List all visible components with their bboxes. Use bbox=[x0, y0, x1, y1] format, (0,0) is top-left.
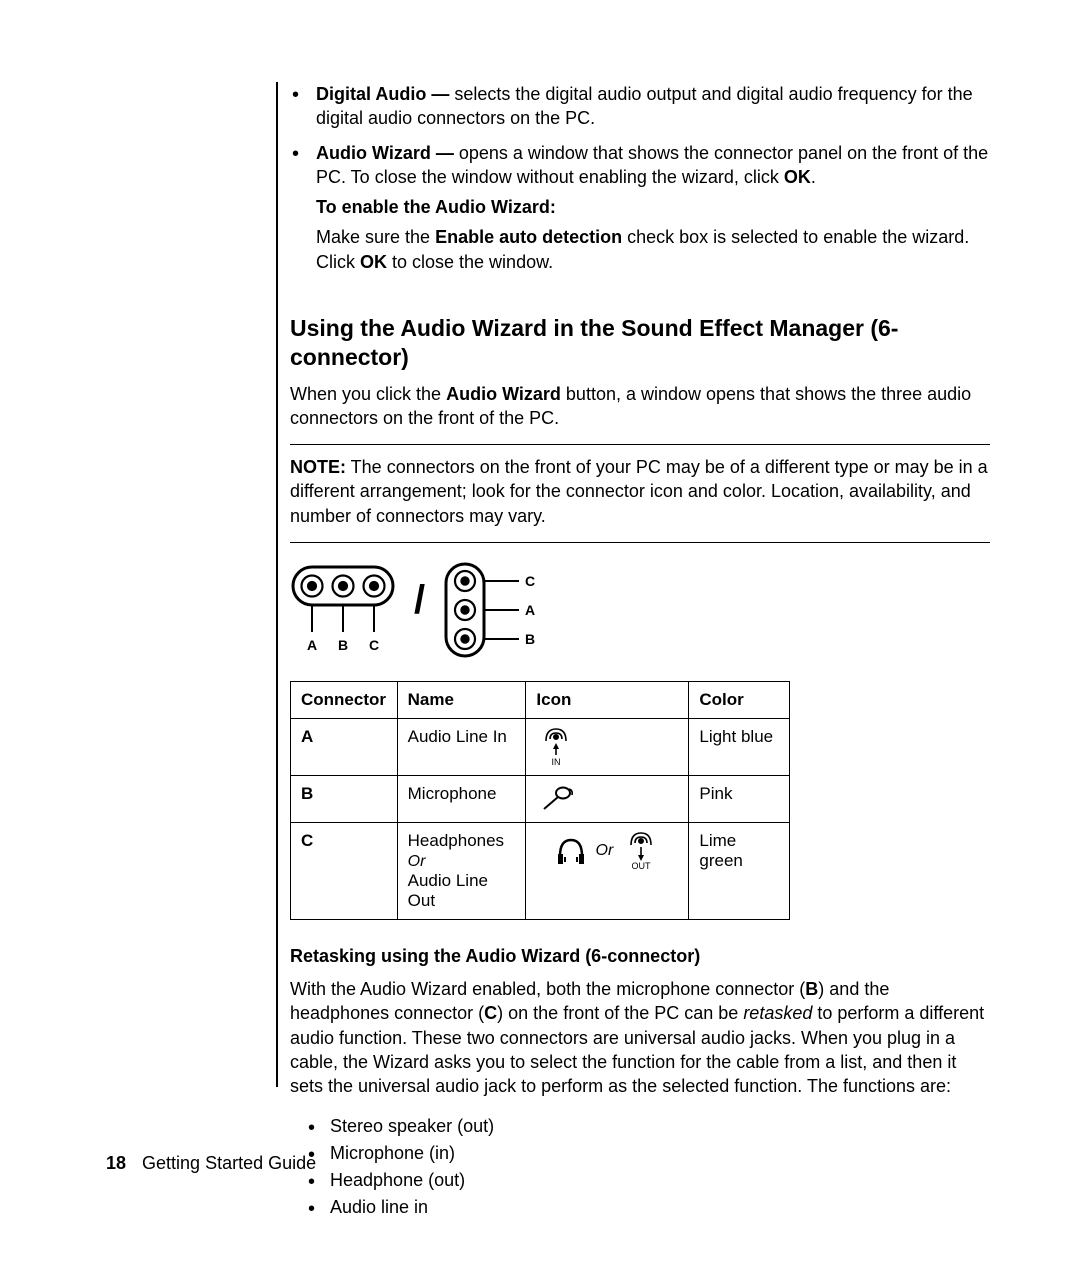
table-header-row: Connector Name Icon Color bbox=[291, 682, 790, 719]
label-c: C bbox=[484, 1003, 497, 1023]
cell-color: Pink bbox=[689, 776, 790, 823]
enable-text: Make sure the Enable auto detection chec… bbox=[316, 225, 990, 274]
cell-icon: IN bbox=[526, 719, 689, 776]
horizontal-rule bbox=[290, 542, 990, 543]
label-b: B bbox=[525, 631, 535, 647]
list-item: Microphone (in) bbox=[330, 1140, 990, 1167]
horizontal-connector-panel-icon: A B C bbox=[290, 564, 396, 656]
note-text: The connectors on the front of your PC m… bbox=[290, 457, 988, 526]
section-heading: Using the Audio Wizard in the Sound Effe… bbox=[290, 314, 990, 372]
list-item: Headphone (out) bbox=[330, 1167, 990, 1194]
th-connector: Connector bbox=[291, 682, 398, 719]
headphones-icon bbox=[554, 834, 588, 868]
text: Make sure the bbox=[316, 227, 435, 247]
or-text: Or bbox=[596, 842, 614, 860]
bold-text: Audio Wizard bbox=[446, 384, 561, 404]
cell-connector: B bbox=[291, 776, 398, 823]
cell-icon bbox=[526, 776, 689, 823]
cell-name: Headphones Or Audio Line Out bbox=[397, 823, 526, 920]
page-footer: 18 Getting Started Guide bbox=[106, 1153, 316, 1174]
label-b: B bbox=[338, 637, 348, 653]
page-number: 18 bbox=[106, 1153, 126, 1173]
ok-text: OK bbox=[784, 167, 811, 187]
list-item: Digital Audio — selects the digital audi… bbox=[316, 82, 990, 131]
cell-connector: C bbox=[291, 823, 398, 920]
note-label: NOTE: bbox=[290, 457, 346, 477]
top-bullet-list: Digital Audio — selects the digital audi… bbox=[290, 82, 990, 274]
functions-list: Stereo speaker (out) Microphone (in) Hea… bbox=[290, 1113, 990, 1221]
label-c: C bbox=[369, 637, 379, 653]
page: Digital Audio — selects the digital audi… bbox=[0, 0, 1080, 1270]
bold-prefix: Digital Audio — bbox=[316, 84, 454, 104]
ok-text: OK bbox=[360, 252, 387, 272]
horizontal-rule bbox=[290, 444, 990, 445]
list-item: Audio Wizard — opens a window that shows… bbox=[316, 141, 990, 274]
enable-heading: To enable the Audio Wizard: bbox=[316, 195, 990, 219]
cell-name: Microphone bbox=[397, 776, 526, 823]
text: . bbox=[811, 167, 816, 187]
table-row: B Microphone Pink bbox=[291, 776, 790, 823]
label-a: A bbox=[307, 637, 317, 653]
cell-connector: A bbox=[291, 719, 398, 776]
th-name: Name bbox=[397, 682, 526, 719]
connector-diagram-row: A B C / C bbox=[290, 561, 990, 659]
cell-color: Light blue bbox=[689, 719, 790, 776]
cell-color: Lime green bbox=[689, 823, 790, 920]
margin-rule bbox=[276, 82, 278, 1087]
cell-icon: Or OUT bbox=[526, 823, 689, 920]
th-color: Color bbox=[689, 682, 790, 719]
connector-table: Connector Name Icon Color A Audio Line I… bbox=[290, 681, 790, 920]
bold-text: Enable auto detection bbox=[435, 227, 622, 247]
microphone-icon bbox=[536, 784, 576, 814]
label-c: C bbox=[525, 573, 535, 589]
line-out-icon: OUT bbox=[621, 831, 661, 871]
footer-title: Getting Started Guide bbox=[142, 1153, 316, 1173]
list-item: Stereo speaker (out) bbox=[330, 1113, 990, 1140]
retask-paragraph: With the Audio Wizard enabled, both the … bbox=[290, 977, 990, 1098]
label-a: A bbox=[525, 602, 535, 618]
content-column: Digital Audio — selects the digital audi… bbox=[290, 82, 990, 1221]
table-row: A Audio Line In IN Light blue bbox=[291, 719, 790, 776]
table-row: C Headphones Or Audio Line Out bbox=[291, 823, 790, 920]
text: With the Audio Wizard enabled, both the … bbox=[290, 979, 805, 999]
line-in-icon: IN bbox=[536, 727, 576, 767]
vertical-connector-panel-icon: C A B bbox=[443, 561, 549, 659]
th-icon: Icon bbox=[526, 682, 689, 719]
text: to close the window. bbox=[387, 252, 553, 272]
note-paragraph: NOTE: The connectors on the front of you… bbox=[290, 455, 990, 528]
slash-divider: / bbox=[414, 580, 425, 640]
text: When you click the bbox=[290, 384, 446, 404]
retask-heading: Retasking using the Audio Wizard (6-conn… bbox=[290, 946, 990, 967]
svg-text:IN: IN bbox=[552, 757, 561, 767]
italic-text: retasked bbox=[743, 1003, 812, 1023]
label-b: B bbox=[805, 979, 818, 999]
section-intro: When you click the Audio Wizard button, … bbox=[290, 382, 990, 431]
text: ) on the front of the PC can be bbox=[497, 1003, 743, 1023]
list-item: Audio line in bbox=[330, 1194, 990, 1221]
cell-name: Audio Line In bbox=[397, 719, 526, 776]
svg-text:OUT: OUT bbox=[632, 861, 652, 871]
bold-prefix: Audio Wizard — bbox=[316, 143, 459, 163]
